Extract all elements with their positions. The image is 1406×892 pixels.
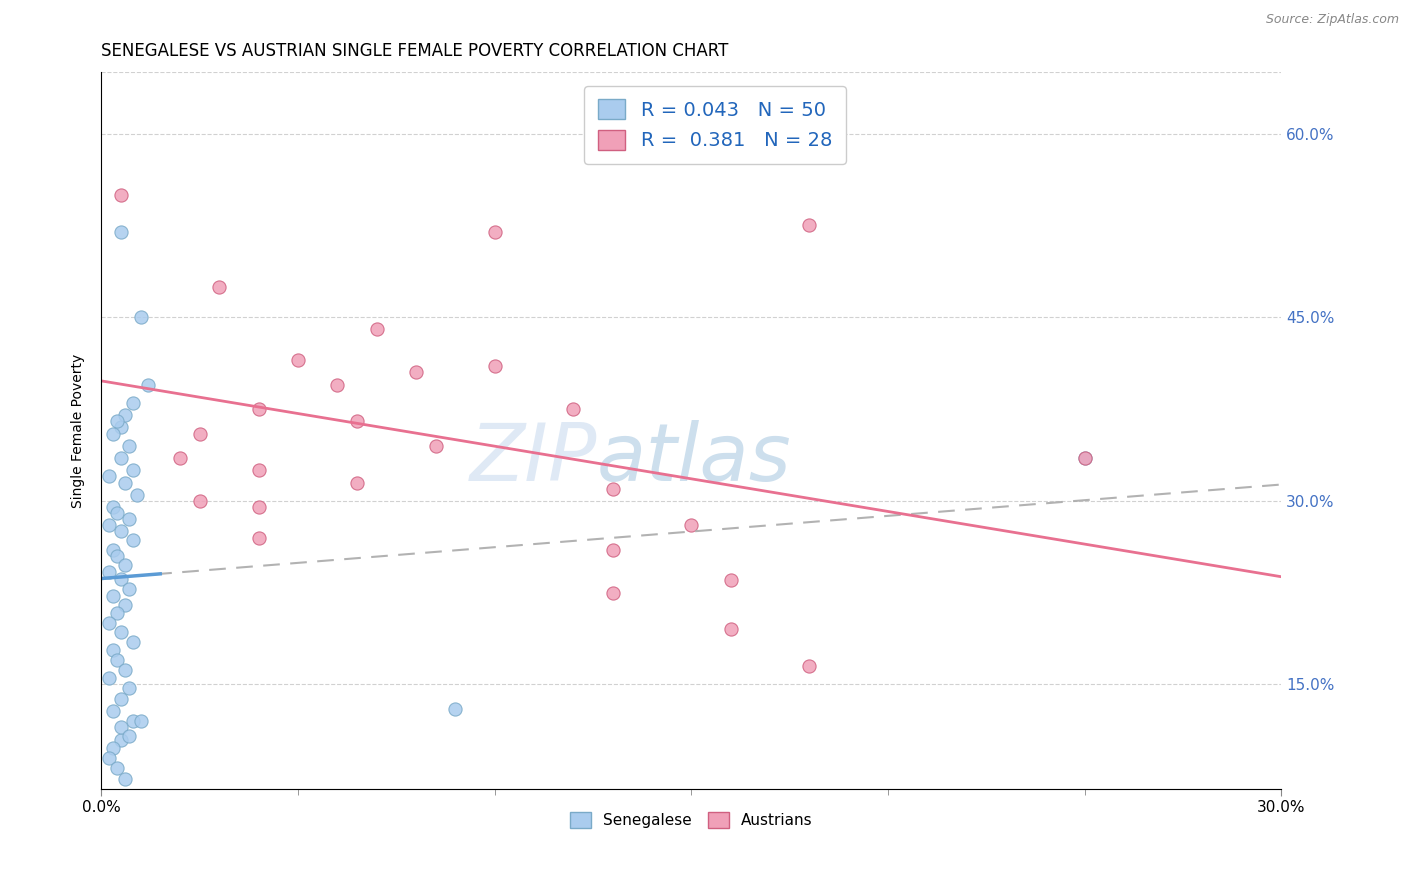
Point [425, 439, 447, 453]
Point [98, 616, 121, 631]
Point [121, 533, 143, 547]
Point [114, 558, 136, 572]
Point [98, 518, 121, 533]
Point [247, 463, 270, 477]
Point [105, 653, 128, 667]
Point [188, 426, 211, 441]
Point [118, 582, 141, 596]
Point [110, 225, 132, 239]
Legend: Senegalese, Austrians: Senegalese, Austrians [564, 806, 818, 835]
Point [346, 414, 368, 428]
Point [118, 729, 141, 743]
Point [105, 607, 128, 621]
Point [110, 720, 132, 734]
Point [720, 574, 742, 588]
Point [602, 585, 624, 599]
Point [138, 377, 160, 392]
Point [121, 714, 143, 729]
Point [101, 705, 124, 719]
Point [1073, 450, 1095, 465]
Point [121, 463, 143, 477]
Point [188, 494, 211, 508]
Point [110, 572, 132, 586]
Point [602, 542, 624, 557]
Point [98, 469, 121, 483]
Point [114, 475, 136, 490]
Point [110, 692, 132, 706]
Point [326, 377, 349, 392]
Point [208, 279, 231, 293]
Point [247, 531, 270, 545]
Point [110, 420, 132, 434]
Point [110, 187, 132, 202]
Point [799, 659, 821, 673]
Point [129, 310, 152, 325]
Point [118, 681, 141, 695]
Point [121, 634, 143, 648]
Point [105, 506, 128, 520]
Point [110, 732, 132, 747]
Point [110, 450, 132, 465]
Point [169, 450, 191, 465]
Point [129, 714, 152, 729]
Point [118, 439, 141, 453]
Point [110, 624, 132, 639]
Point [101, 426, 124, 441]
Point [484, 225, 506, 239]
Point [114, 772, 136, 786]
Point [101, 643, 124, 657]
Point [247, 500, 270, 514]
Point [125, 488, 148, 502]
Point [484, 359, 506, 374]
Point [118, 512, 141, 526]
Point [681, 518, 703, 533]
Point [1073, 450, 1095, 465]
Point [101, 500, 124, 514]
Text: atlas: atlas [598, 420, 792, 498]
Point [105, 549, 128, 563]
Point [121, 396, 143, 410]
Point [287, 353, 309, 368]
Point [114, 663, 136, 677]
Point [101, 741, 124, 756]
Point [247, 402, 270, 417]
Point [562, 402, 585, 417]
Point [799, 219, 821, 233]
Point [405, 365, 427, 379]
Text: Source: ZipAtlas.com: Source: ZipAtlas.com [1265, 13, 1399, 27]
Point [114, 598, 136, 612]
Point [366, 322, 388, 336]
Point [602, 482, 624, 496]
Point [101, 590, 124, 604]
Point [98, 565, 121, 579]
Point [101, 542, 124, 557]
Point [444, 702, 467, 716]
Text: SENEGALESE VS AUSTRIAN SINGLE FEMALE POVERTY CORRELATION CHART: SENEGALESE VS AUSTRIAN SINGLE FEMALE POV… [101, 42, 728, 60]
Y-axis label: Single Female Poverty: Single Female Poverty [72, 353, 86, 508]
Point [105, 761, 128, 775]
Point [114, 408, 136, 422]
Point [105, 414, 128, 428]
Point [110, 524, 132, 539]
Point [98, 751, 121, 765]
Point [98, 671, 121, 685]
Point [346, 475, 368, 490]
Point [720, 623, 742, 637]
Text: ZIP: ZIP [470, 420, 598, 498]
